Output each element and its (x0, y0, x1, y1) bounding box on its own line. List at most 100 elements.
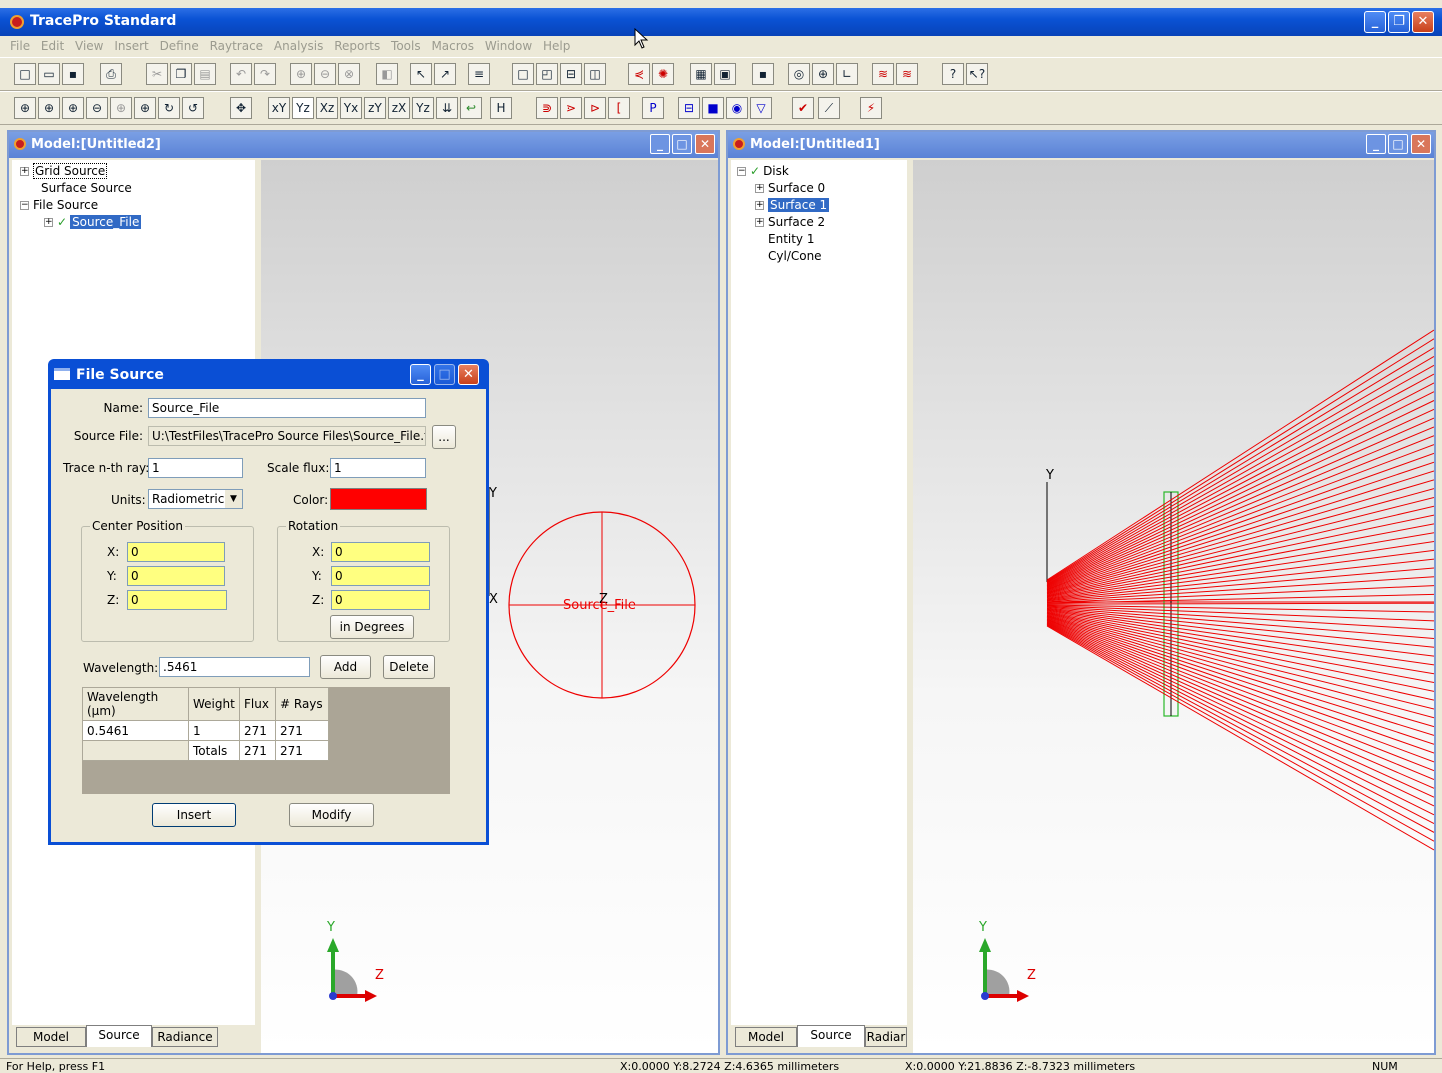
minimize-icon[interactable]: _ (1364, 11, 1386, 33)
name-input[interactable]: Source_File (148, 398, 426, 418)
column-header[interactable]: Weight (188, 687, 240, 721)
view-xy-icon[interactable]: xY (268, 97, 290, 119)
restore-icon[interactable]: ❐ (1388, 11, 1410, 33)
modify-button[interactable]: Modify (289, 803, 374, 827)
maximize-icon[interactable]: □ (672, 134, 692, 154)
table-cell[interactable]: 271 (239, 720, 276, 741)
column-header[interactable]: Wavelength (µm) (82, 687, 189, 721)
display-surface-icon[interactable]: ⊟ (678, 97, 700, 119)
window-tile-h-icon[interactable]: ⊟ (560, 63, 582, 85)
raytrace-icon[interactable]: ⋞ (628, 63, 650, 85)
view-previous-icon[interactable]: ↩ (460, 97, 482, 119)
candela-plot-icon[interactable]: ▣ (714, 63, 736, 85)
silhouette-icon[interactable]: ◉ (726, 97, 748, 119)
undo-icon[interactable]: ↶ (230, 63, 252, 85)
tab-source[interactable]: Source (797, 1025, 865, 1047)
add-button[interactable]: Add (320, 655, 371, 679)
menu-analysis[interactable]: Analysis (273, 39, 324, 53)
tab-radiance[interactable]: Radiar (865, 1027, 907, 1047)
menu-tools[interactable]: Tools (391, 39, 421, 53)
center-y-input[interactable]: 0 (127, 566, 225, 586)
menu-file[interactable]: File (10, 39, 31, 53)
select-arrow-icon[interactable]: ↖ (410, 63, 432, 85)
zoom-previous-icon[interactable]: ⊕ (110, 97, 132, 119)
minimize-icon[interactable]: _ (1366, 134, 1386, 154)
measure-icon[interactable]: ⟋ (818, 97, 840, 119)
in-degrees-button[interactable]: in Degrees (330, 615, 414, 639)
tab-model[interactable]: Model (735, 1027, 797, 1047)
tab-radiance[interactable]: Radiance (152, 1027, 218, 1047)
expand-icon[interactable]: + (44, 217, 53, 227)
boolean-union-icon[interactable]: ⊕ (290, 63, 312, 85)
tree-item-file-source[interactable]: − File Source (20, 197, 98, 213)
menu-raytrace[interactable]: Raytrace (209, 39, 264, 53)
close-icon[interactable]: ✕ (695, 134, 715, 154)
display-rays-icon[interactable]: ⋑ (536, 97, 558, 119)
properties-p-icon[interactable]: P (642, 97, 664, 119)
cut-icon[interactable]: ✂ (146, 63, 168, 85)
check-icon[interactable]: ✔ (792, 97, 814, 119)
rotate-icon[interactable]: ↻ (158, 97, 180, 119)
close-icon[interactable]: ✕ (1411, 134, 1431, 154)
menu-reports[interactable]: Reports (334, 39, 381, 53)
column-header[interactable]: # Rays (275, 687, 329, 721)
srt-icon[interactable]: ≋ (872, 63, 894, 85)
menu-insert[interactable]: Insert (114, 39, 149, 53)
close-icon[interactable]: ✕ (1412, 11, 1434, 33)
zoom-selection-icon[interactable]: ⊕ (134, 97, 156, 119)
tree-item-entity-1[interactable]: Entity 1 (768, 231, 814, 247)
minimize-icon[interactable]: _ (410, 364, 431, 385)
tab-model[interactable]: Model (16, 1027, 86, 1047)
center-x-input[interactable]: 0 (127, 542, 225, 562)
zoom-window-icon[interactable]: ⊕ (38, 97, 60, 119)
zoom-all-icon[interactable]: ⊕ (14, 97, 36, 119)
new-file-icon[interactable]: □ (14, 63, 36, 85)
view-xz-icon[interactable]: zX (388, 97, 410, 119)
close-icon[interactable]: ✕ (458, 364, 479, 385)
context-help-icon[interactable]: ↖? (966, 63, 988, 85)
expand-icon[interactable]: + (755, 217, 764, 227)
tree-item-source-file[interactable]: + ✓ Source_File (44, 214, 142, 230)
rotation-x-input[interactable]: 0 (331, 542, 430, 562)
view-iso-icon[interactable]: Yz (412, 97, 434, 119)
menu-help[interactable]: Help (543, 39, 571, 53)
insert-button[interactable]: Insert (152, 803, 236, 827)
chart-icon[interactable]: ∟ (836, 63, 858, 85)
menu-view[interactable]: View (75, 39, 104, 53)
expand-icon[interactable]: + (755, 200, 764, 210)
window-cascade-icon[interactable]: ◰ (536, 63, 558, 85)
view-normal-icon[interactable]: ⇊ (436, 97, 458, 119)
paste-icon[interactable]: ▤ (194, 63, 216, 85)
pan-icon[interactable]: ✥ (230, 97, 252, 119)
expand-icon[interactable]: + (20, 166, 29, 176)
table-cell[interactable]: 0.5461 (82, 720, 189, 741)
maximize-icon[interactable]: □ (434, 364, 455, 385)
bracket-icon[interactable]: [ (608, 97, 630, 119)
help-icon[interactable]: ? (942, 63, 964, 85)
collapse-icon[interactable]: − (20, 200, 29, 210)
table-cell[interactable]: 271 (275, 720, 329, 741)
tree-item-cyl-cone[interactable]: Cyl/Cone (768, 248, 822, 264)
solid-icon[interactable]: ■ (702, 97, 724, 119)
splitter[interactable] (907, 160, 913, 1025)
window-single-icon[interactable]: □ (512, 63, 534, 85)
tree-item-disk[interactable]: − ✓ Disk (737, 163, 789, 179)
menu-edit[interactable]: Edit (40, 39, 65, 53)
copy-icon[interactable]: ❐ (170, 63, 192, 85)
model-3d-view[interactable]: Y Y Z (913, 160, 1434, 1053)
center-z-input[interactable]: 0 (127, 590, 227, 610)
irradiance-map-icon[interactable]: ▦ (690, 63, 712, 85)
view-yx-icon[interactable]: zY (364, 97, 386, 119)
target-icon[interactable]: ⊕ (812, 63, 834, 85)
menu-macros[interactable]: Macros (431, 39, 475, 53)
menu-define[interactable]: Define (159, 39, 199, 53)
notes-icon[interactable]: ≡ (468, 63, 490, 85)
sweep-icon[interactable]: ◧ (376, 63, 398, 85)
table-cell[interactable]: 1 (188, 720, 240, 741)
zoom-in-icon[interactable]: ⊕ (62, 97, 84, 119)
color-swatch[interactable] (330, 488, 427, 510)
collapse-icon[interactable]: − (737, 166, 746, 176)
analysis-icon[interactable]: ◎ (788, 63, 810, 85)
menu-window[interactable]: Window (484, 39, 533, 53)
column-header[interactable]: Flux (239, 687, 276, 721)
